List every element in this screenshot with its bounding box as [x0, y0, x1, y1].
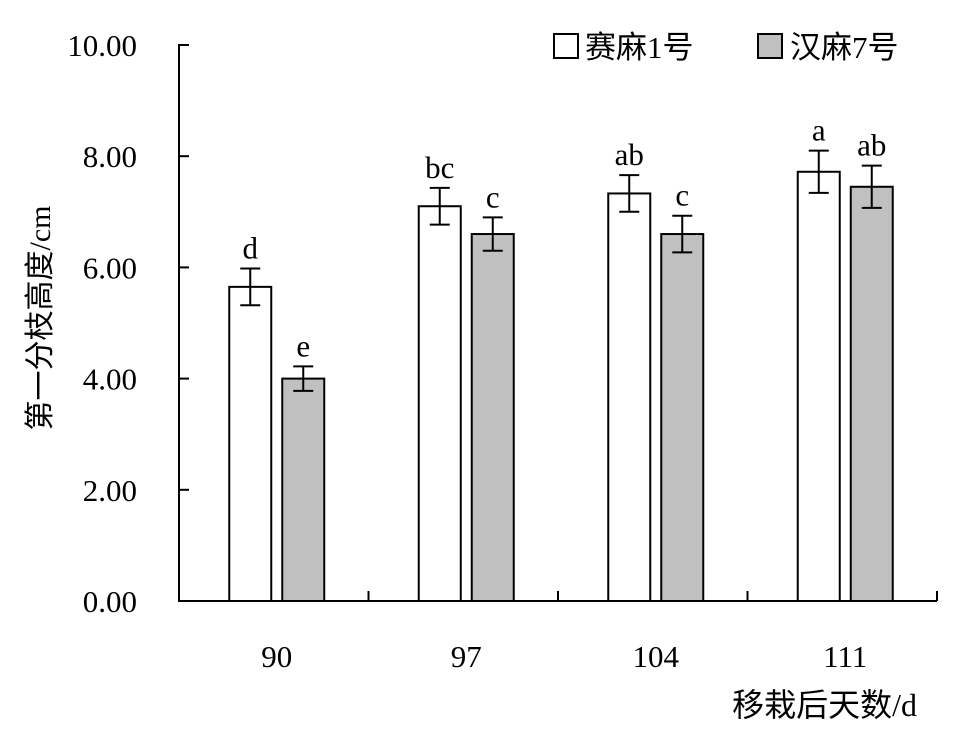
y-tick-label: 6.00	[83, 250, 137, 285]
significance-label: e	[296, 328, 310, 363]
significance-label: c	[486, 179, 500, 214]
bars	[228, 170, 894, 603]
significance-label: ab	[615, 137, 644, 172]
category-label: 104	[633, 639, 680, 674]
significance-label: d	[243, 231, 259, 266]
y-tick-label: 10.00	[67, 28, 137, 63]
y-tick-label: 4.00	[83, 362, 137, 397]
category-labels: 90 97 104 111	[261, 639, 867, 674]
y-tick-label: 8.00	[83, 139, 137, 174]
legend-label-series-2: 汉麻7号	[790, 30, 899, 65]
error-bars	[240, 149, 882, 392]
significance-label: ab	[857, 128, 886, 163]
x-axis-label: 移栽后天数/d	[732, 687, 917, 723]
category-label: 111	[823, 639, 867, 674]
bar-series-1	[607, 192, 652, 602]
y-tick-label: 2.00	[83, 473, 137, 508]
bar-series-2	[849, 185, 894, 602]
x-axis-ticks	[367, 591, 938, 601]
y-axis-label: 第一分枝高度/cm	[24, 206, 57, 431]
bar-series-1	[417, 205, 462, 603]
bar-series-1	[796, 170, 841, 602]
legend-swatch-series-1	[553, 33, 579, 59]
bar-series-2	[470, 233, 515, 602]
legend: 赛麻1号 汉麻7号	[553, 30, 899, 65]
y-axis-ticks: 0.00 2.00 4.00 6.00 8.00 10.00	[67, 28, 189, 619]
category-label: 97	[451, 639, 482, 674]
legend-label-series-1: 赛麻1号	[585, 30, 694, 65]
significance-label: a	[812, 113, 826, 148]
category-label: 90	[261, 639, 292, 674]
bar-series-1	[228, 285, 273, 602]
bar-series-2	[281, 377, 326, 602]
legend-swatch-series-2	[757, 33, 783, 59]
y-tick-label: 0.00	[83, 584, 137, 619]
significance-label: bc	[425, 150, 454, 185]
significance-label: c	[675, 178, 689, 213]
bar-series-2	[660, 233, 705, 602]
